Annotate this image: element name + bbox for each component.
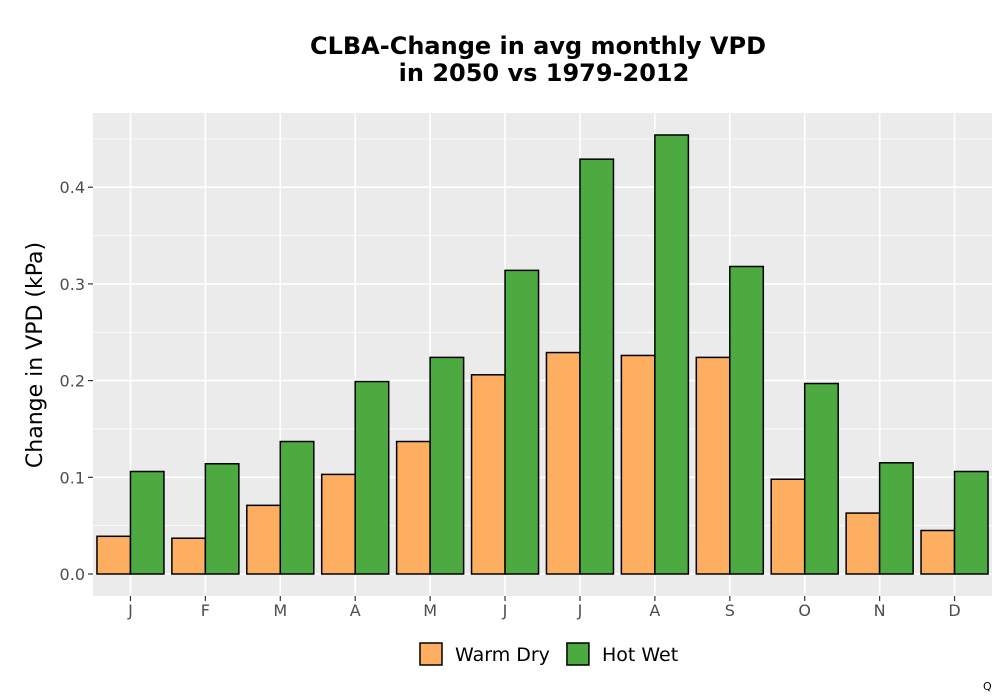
legend: Warm Dry Hot Wet (419, 642, 678, 666)
y-tick-label: 0.3 (60, 275, 85, 294)
y-tick-label: 0.0 (60, 565, 85, 584)
legend-key-warm-dry (419, 642, 443, 666)
bar-warm-dry (171, 537, 207, 575)
bar-warm-dry (395, 440, 431, 575)
bar-hot-wet (953, 470, 989, 575)
bar-warm-dry (320, 473, 356, 575)
x-tick-label: J (577, 601, 583, 620)
legend-key-hot-wet (566, 642, 590, 666)
plot-panel (93, 113, 992, 596)
legend-label-warm-dry: Warm Dry (455, 644, 550, 666)
bar-warm-dry (620, 354, 656, 575)
x-tick-label: M (423, 601, 437, 620)
x-tick-label: A (649, 601, 660, 620)
bar-warm-dry (545, 351, 581, 575)
bar-hot-wet (504, 269, 540, 575)
bar-hot-wet (429, 356, 465, 575)
legend-label-hot-wet: Hot Wet (602, 644, 678, 666)
y-tick-label: 0.1 (60, 468, 85, 487)
bar-warm-dry (845, 512, 881, 575)
bar-hot-wet (803, 382, 839, 575)
bar-hot-wet (279, 440, 315, 575)
x-tick-label: J (127, 601, 133, 620)
bar-warm-dry (770, 478, 806, 575)
grid-minor (93, 138, 992, 527)
bar-warm-dry (96, 535, 132, 575)
bar-hot-wet (878, 462, 914, 575)
y-axis: 0.0 0.1 0.2 0.3 0.4 (60, 178, 93, 584)
y-tick-label: 0.2 (60, 372, 85, 391)
y-axis-title: Change in VPD (kPa) (23, 242, 48, 468)
x-tick-label: M (273, 601, 287, 620)
corner-mark: Q (983, 680, 992, 693)
bar-hot-wet (654, 134, 690, 575)
chart-title-line2: in 2050 vs 1979-2012 (399, 59, 690, 87)
bar-hot-wet (579, 158, 615, 575)
x-tick-label: A (350, 601, 361, 620)
bar-hot-wet (204, 463, 240, 575)
x-tick-label: O (798, 601, 811, 620)
bars (96, 134, 989, 575)
bar-warm-dry (695, 356, 731, 575)
y-tick-label: 0.4 (60, 178, 85, 197)
chart-title-line1: CLBA-Change in avg monthly VPD (310, 32, 766, 60)
bar-warm-dry (246, 504, 282, 575)
x-tick-label: F (201, 601, 210, 620)
bar-hot-wet (129, 470, 165, 575)
bar-hot-wet (354, 380, 390, 575)
bar-warm-dry (470, 374, 506, 575)
x-tick-label: S (725, 601, 735, 620)
x-tick-label: N (874, 601, 886, 620)
x-tick-label: D (948, 601, 960, 620)
bar-warm-dry (920, 529, 956, 575)
x-tick-label: J (502, 601, 508, 620)
bar-hot-wet (729, 265, 765, 575)
